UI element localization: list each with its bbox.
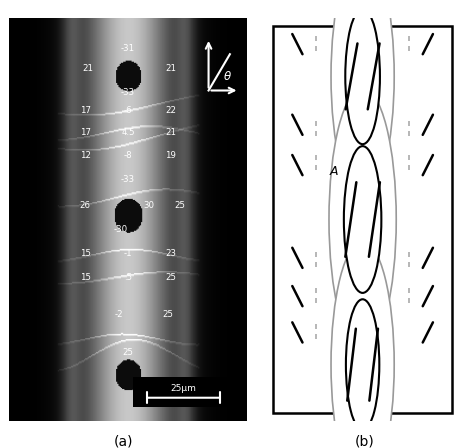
Text: (b): (b) <box>355 435 375 448</box>
Text: 26: 26 <box>80 201 91 210</box>
Text: 25: 25 <box>165 273 176 283</box>
Text: -33: -33 <box>121 175 135 184</box>
Text: -1: -1 <box>124 249 132 258</box>
Text: 23: 23 <box>165 249 176 258</box>
Text: 12: 12 <box>80 151 91 159</box>
Ellipse shape <box>331 0 394 200</box>
Text: 25: 25 <box>163 310 174 319</box>
Ellipse shape <box>329 88 396 351</box>
Text: 21: 21 <box>165 64 176 73</box>
Text: 15: 15 <box>80 249 91 258</box>
Text: -2: -2 <box>114 310 123 319</box>
Ellipse shape <box>344 146 382 293</box>
Text: (a): (a) <box>113 435 133 448</box>
Text: 30: 30 <box>144 201 155 210</box>
Bar <box>273 26 452 413</box>
Text: 22: 22 <box>165 106 176 115</box>
Text: -6: -6 <box>124 106 132 115</box>
Text: 19: 19 <box>165 151 176 159</box>
Text: A: A <box>330 164 338 178</box>
Bar <box>133 377 235 407</box>
Ellipse shape <box>346 299 379 430</box>
Text: 4.5: 4.5 <box>121 128 135 138</box>
Text: -31: -31 <box>121 43 135 53</box>
Text: 15: 15 <box>80 273 91 283</box>
Text: -33: -33 <box>121 88 135 97</box>
Text: .5: .5 <box>124 273 132 283</box>
Ellipse shape <box>345 9 380 144</box>
Text: 25: 25 <box>174 201 186 210</box>
Text: -8: -8 <box>124 151 132 159</box>
Text: -30: -30 <box>114 225 128 234</box>
Text: 17: 17 <box>80 106 91 115</box>
Text: $\theta$: $\theta$ <box>223 70 232 83</box>
Text: 21: 21 <box>82 64 93 73</box>
Text: 21: 21 <box>165 128 176 138</box>
Ellipse shape <box>331 241 394 448</box>
Text: 25: 25 <box>122 348 134 357</box>
Text: 25μm: 25μm <box>171 383 197 392</box>
Text: 17: 17 <box>80 128 91 138</box>
